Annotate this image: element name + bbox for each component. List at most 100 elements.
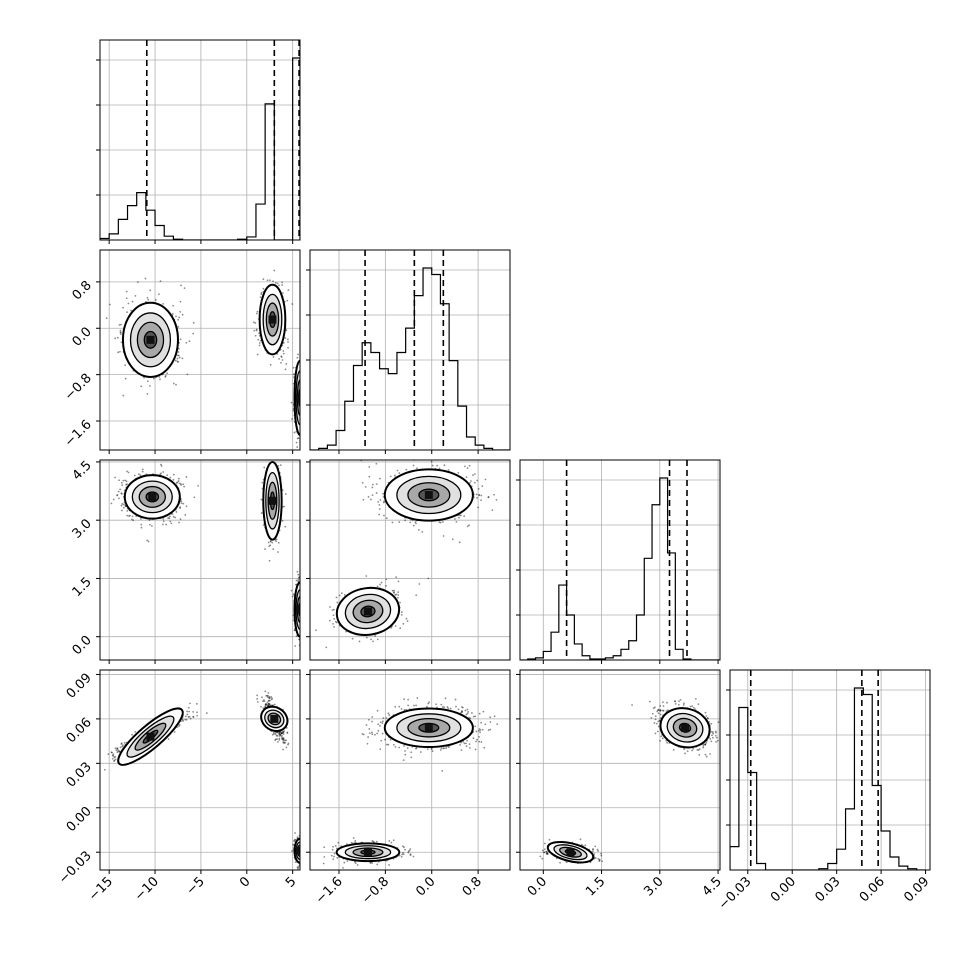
sample-point [123,741,126,744]
sample-point [268,697,271,700]
sample-point [301,413,303,415]
sample-point [181,357,184,360]
sample-point [304,397,306,399]
sample-point [305,847,307,849]
sample-point [303,401,305,403]
sample-point [302,410,304,412]
sample-point [301,841,303,843]
sample-point [303,850,305,852]
sample-point [297,579,300,582]
density-content [110,458,309,647]
sample-point [180,284,182,287]
sample-point [302,616,304,618]
sample-point [278,735,281,737]
x-tick-label: −10 [132,874,162,904]
histogram-bins [520,460,720,660]
sample-point [119,333,122,336]
sample-point [302,402,304,404]
sample-point [274,281,277,284]
sample-point [175,315,177,318]
sample-point [264,703,267,705]
sample-point [178,316,181,319]
sample-point [303,839,305,841]
histogram-step [520,477,720,660]
sample-point [302,849,304,851]
sample-point [300,855,302,857]
sample-point [302,409,304,411]
sample-point [301,604,303,606]
sample-point [302,837,304,839]
sample-point [304,623,306,625]
sample-point [269,458,271,460]
sample-point [301,642,303,644]
sample-point [302,833,304,835]
sample-point [302,400,304,402]
sample-point [307,615,309,617]
sample-point [302,625,304,627]
sample-point [297,353,299,356]
sample-point [302,594,304,596]
sample-point [262,707,265,710]
sample-point [296,356,299,359]
sample-point [296,836,299,839]
sample-point [301,622,303,624]
sample-point [302,398,304,400]
sample-point [300,378,302,380]
sample-point [148,519,151,522]
sample-point [171,312,174,315]
density-panel-0-2: 0.01.53.04.5 [70,458,309,664]
sample-point [301,849,303,851]
sample-point [111,751,113,754]
sample-point [302,843,304,845]
density-peak [268,315,277,324]
sample-point [119,746,122,749]
density-cluster [360,460,498,544]
sample-point [301,851,303,853]
sample-point [131,733,133,736]
sample-point [284,368,287,371]
sample-point [178,356,181,359]
sample-point [276,738,279,741]
sample-point [302,604,304,606]
sample-point [301,395,303,397]
density-peak [146,335,155,344]
sample-point [301,846,303,848]
sample-point [301,414,303,416]
sample-point [301,377,303,379]
sample-point [302,847,304,849]
sample-point [303,398,305,400]
sample-point [383,500,385,503]
sample-point [290,401,293,404]
x-tick-label: 5 [283,874,299,890]
sample-point [302,367,304,369]
sample-point [260,293,263,296]
sample-point [302,404,304,406]
sample-point [302,605,304,607]
sample-point [302,622,304,624]
sample-point [264,690,267,693]
sample-point [154,299,157,301]
sample-point [141,470,144,473]
sample-point [302,402,304,404]
sample-point [122,479,125,482]
sample-point [300,591,302,593]
sample-point [396,469,399,472]
sample-point [301,616,303,618]
sample-point [120,492,123,495]
sample-point [295,441,298,444]
sample-point [301,581,303,583]
sample-point [301,398,303,400]
x-tick-label: −5 [184,874,208,898]
sample-point [302,849,304,851]
sample-point [272,280,274,283]
sample-point [302,850,304,852]
sample-point [177,318,180,321]
sample-point [270,698,273,701]
sample-point [160,472,162,475]
sample-point [304,615,306,617]
sample-point [268,559,271,562]
sample-point [294,645,297,647]
sample-point [283,730,286,733]
sample-point [272,356,275,358]
sample-point [301,415,303,417]
